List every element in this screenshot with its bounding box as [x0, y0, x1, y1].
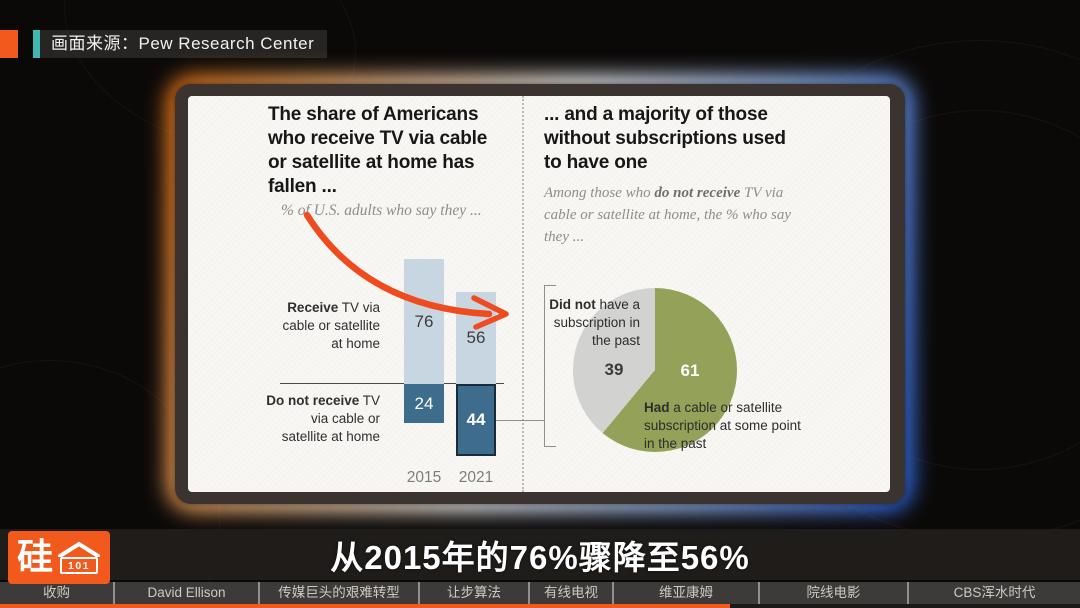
logo-roof-icon	[58, 541, 100, 557]
bar-value-56: 56	[466, 328, 486, 348]
pie-subtitle-post: TV via cable or satellite at home, the %…	[544, 185, 792, 245]
video-progress-remainder	[730, 604, 1080, 608]
donot-label-bold: Do not receive	[266, 393, 360, 408]
pie-chart-subtitle: Among those who do not receive TV via ca…	[544, 183, 796, 248]
source-credit-text: 画面来源：Pew Research Center	[51, 34, 315, 53]
donot-series-label: Do not receive TV via cable or satellite…	[262, 392, 380, 445]
bar-value-44: 44	[466, 410, 486, 430]
bar-2015-receive: 76	[404, 259, 444, 384]
axis-label-2015: 2015	[406, 469, 442, 486]
bar-baseline	[280, 383, 504, 384]
bar-2021-donot: 44	[456, 384, 496, 457]
chart-panel: The share of Americans who receive TV vi…	[188, 96, 890, 492]
pie-label-didnot: Did not have a subscription in the past	[540, 296, 640, 350]
ticker-item: 传媒巨头的艰难转型	[260, 582, 420, 604]
pie-label-had: Had a cable or satellite subscription at…	[644, 399, 802, 453]
ticker-item: 让步算法	[420, 582, 530, 604]
pie-value-39: 39	[604, 360, 624, 379]
pie-subtitle-bold: do not receive	[654, 185, 741, 201]
didnot-label-bold: Did not	[549, 297, 596, 312]
logo-character: 硅	[16, 535, 53, 577]
receive-label-rest: TV via cable or satellite at home	[282, 300, 380, 351]
ticker-item: CBS浑水时代	[953, 585, 1036, 600]
ticker-item: 有线电视	[530, 582, 614, 604]
bar-chart-title: The share of Americans who receive TV vi…	[268, 104, 488, 197]
pie-chart	[573, 288, 737, 452]
axis-label-2021: 2021	[458, 469, 494, 486]
source-accent-block	[0, 30, 18, 58]
had-label-rest: a cable or satellite subscription at som…	[644, 400, 801, 452]
had-label-bold: Had	[644, 400, 670, 415]
pie-subtitle-pre: Among those who	[544, 185, 655, 201]
logo-101-badge: 101	[60, 557, 98, 574]
receive-series-label: Receive TV via cable or satellite at hom…	[272, 299, 380, 352]
bracket-vertical	[544, 285, 545, 447]
subtitle-banner: 从2015年的76%骤降至56%	[0, 529, 1080, 580]
ticker-item: 院线电影	[760, 582, 909, 604]
bracket-tick-bottom	[544, 446, 556, 447]
decline-arrow-icon	[303, 211, 509, 330]
panel-divider	[522, 96, 524, 492]
bar-value-24: 24	[414, 393, 434, 413]
video-progress-bar	[0, 604, 730, 608]
pie-value-61: 61	[680, 361, 700, 380]
bar-value-76: 76	[414, 311, 434, 331]
bar-chart-subtitle: % of U.S. adults who say they ...	[281, 202, 482, 219]
bar-2015-donot: 24	[404, 384, 444, 424]
bracket-tick-top	[544, 285, 556, 286]
ticker-item: David Ellison	[115, 582, 260, 604]
chapter-ticker: 收购 David Ellison 传媒巨头的艰难转型 让步算法 有线电视 维亚康…	[0, 582, 1080, 604]
didnot-label-rest: have a subscription in the past	[553, 297, 640, 349]
ticker-item: 收购	[0, 582, 115, 604]
receive-label-bold: Receive	[287, 300, 339, 315]
subtitle-text: 从2015年的76%骤降至56%	[330, 538, 750, 576]
bar-to-pie-connector	[496, 420, 544, 421]
donot-label-rest: TV via cable or satellite at home	[281, 393, 380, 444]
source-credit-label: 画面来源：Pew Research Center	[33, 30, 328, 58]
logo-valley-glyph: 101	[57, 541, 101, 574]
channel-logo: 硅 101	[8, 531, 110, 584]
ticker-item: 维亚康姆	[614, 582, 760, 604]
pie-chart-title: ... and a majority of those without subs…	[544, 104, 786, 173]
